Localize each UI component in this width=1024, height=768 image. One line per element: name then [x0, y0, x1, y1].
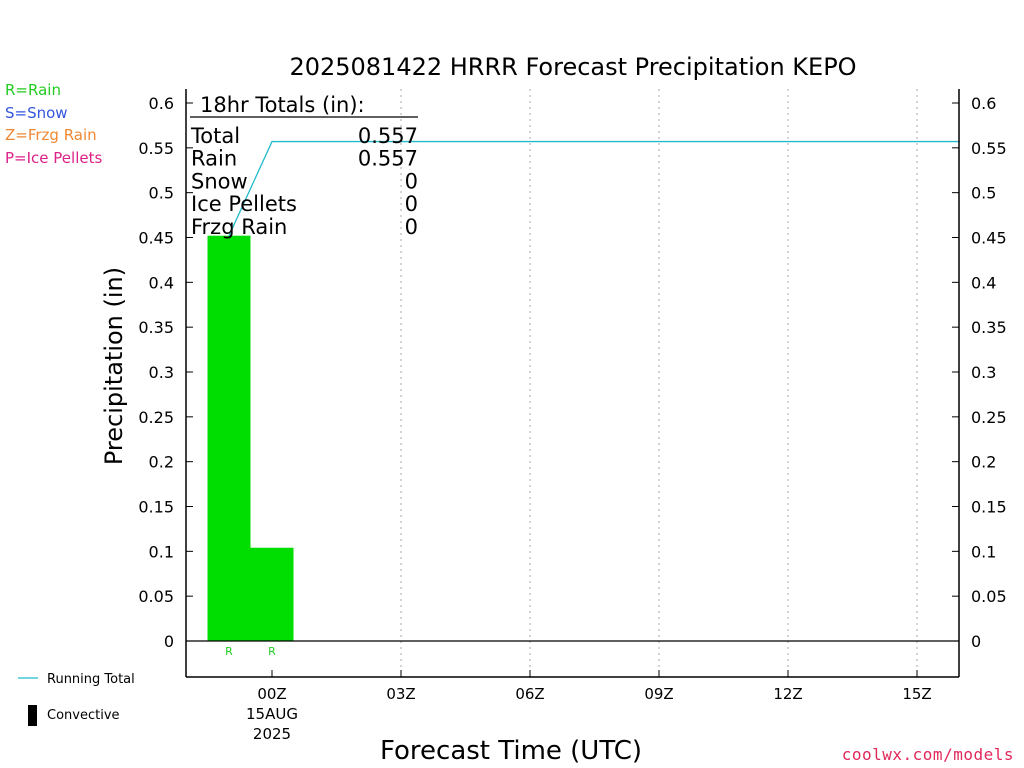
y-tick-label-right: 0.45: [971, 229, 1007, 248]
x-tick-label: 00Z: [257, 685, 286, 703]
y-tick-label-left: 0.5: [149, 184, 174, 203]
y-tick-label-left: 0.05: [138, 587, 174, 606]
x-tick-label: 06Z: [515, 685, 544, 703]
y-tick-label-right: 0.5: [971, 184, 996, 203]
totals-row-label: Frzg Rain: [191, 215, 287, 239]
x-tick-label: 12Z: [773, 685, 802, 703]
totals-row-value: 0: [405, 215, 418, 239]
y-tick-label-right: 0.35: [971, 318, 1007, 337]
totals-box: 18hr Totals (in): Total 0.557 Rain 0.557 Snow…: [190, 93, 418, 239]
precip-type-legend-item: R=Rain: [5, 81, 61, 99]
y-tick-label-right: 0.3: [971, 363, 996, 382]
totals-row-value: 0.557: [358, 147, 418, 171]
precip-type-legend-item: P=Ice Pellets: [5, 148, 103, 167]
convective-legend-swatch: [28, 705, 37, 726]
x-tick-date-label: 15AUG: [246, 705, 298, 723]
totals-row-label: Total: [190, 124, 240, 148]
running-total-layer: [228, 140, 960, 236]
totals-row-label: Snow: [191, 169, 248, 193]
precip-type-legend-item: Z=Frzg Rain: [5, 126, 97, 144]
y-tick-label-right: 0: [971, 632, 981, 651]
y-tick-label-left: 0.35: [138, 318, 174, 337]
y-tick-label-right: 0.55: [971, 139, 1007, 158]
y-tick-label-left: 0.55: [138, 139, 174, 158]
y-tick-label-right: 0.2: [971, 453, 996, 472]
y-tick-label-left: 0.4: [149, 273, 174, 292]
y-tick-label-left: 0.25: [138, 408, 174, 427]
precip-type-legend-item: S=Snow: [5, 103, 68, 122]
y-tick-label-left: 0: [164, 632, 174, 651]
totals-row-value: 0: [405, 192, 418, 216]
x-axis-label: Forecast Time (UTC): [380, 736, 642, 766]
y-tick-label-right: 0.15: [971, 498, 1007, 517]
y-axis-label: Precipitation (in): [100, 267, 128, 465]
y-tick-label-left: 0.45: [138, 229, 174, 248]
bottom-legend: Running Total Convective: [18, 672, 135, 726]
totals-row-label: Rain: [191, 147, 237, 171]
axes-layer: 0 00.05 0.050.1 0.10.15 0.150.2 0.20.25 0.250.…: [138, 89, 1007, 743]
bottom-legend-label: Running Total: [47, 672, 135, 687]
y-tick-label-left: 0.6: [149, 94, 174, 113]
y-tick-label-right: 0.6: [971, 94, 996, 113]
precip-bar: [250, 547, 294, 641]
y-tick-label-right: 0.4: [971, 273, 996, 292]
totals-row-value: 0: [405, 169, 418, 193]
precip-type-marker: R: [225, 645, 233, 658]
x-tick-year-label: 2025: [253, 725, 291, 743]
credit-link[interactable]: coolwx.com/models: [841, 745, 1014, 764]
y-tick-label-right: 0.25: [971, 408, 1007, 427]
bottom-legend-label: Convective: [47, 708, 120, 723]
y-tick-label-left: 0.1: [149, 542, 174, 561]
chart-title: 2025081422 HRRR Forecast Precipitation K…: [289, 53, 856, 81]
x-tick-label: 15Z: [902, 685, 931, 703]
y-tick-label-left: 0.3: [149, 363, 174, 382]
y-tick-label-right: 0.1: [971, 542, 996, 561]
totals-row-value: 0.557: [358, 124, 418, 148]
y-tick-label-right: 0.05: [971, 587, 1007, 606]
precip-type-legend: R=Rain S=Snow Z=Frzg Rain P=Ice Pellets: [5, 79, 102, 169]
x-tick-label: 09Z: [644, 685, 673, 703]
totals-header: 18hr Totals (in):: [200, 93, 365, 117]
y-tick-label-left: 0.2: [149, 453, 174, 472]
grid-layer: [400, 89, 918, 677]
precip-type-marker: R: [268, 645, 276, 658]
totals-row-label: Ice Pellets: [191, 192, 297, 216]
x-tick-label: 03Z: [386, 685, 415, 703]
running-total-line: [228, 140, 960, 236]
precip-bar: [207, 235, 251, 641]
y-tick-label-left: 0.15: [138, 498, 174, 517]
